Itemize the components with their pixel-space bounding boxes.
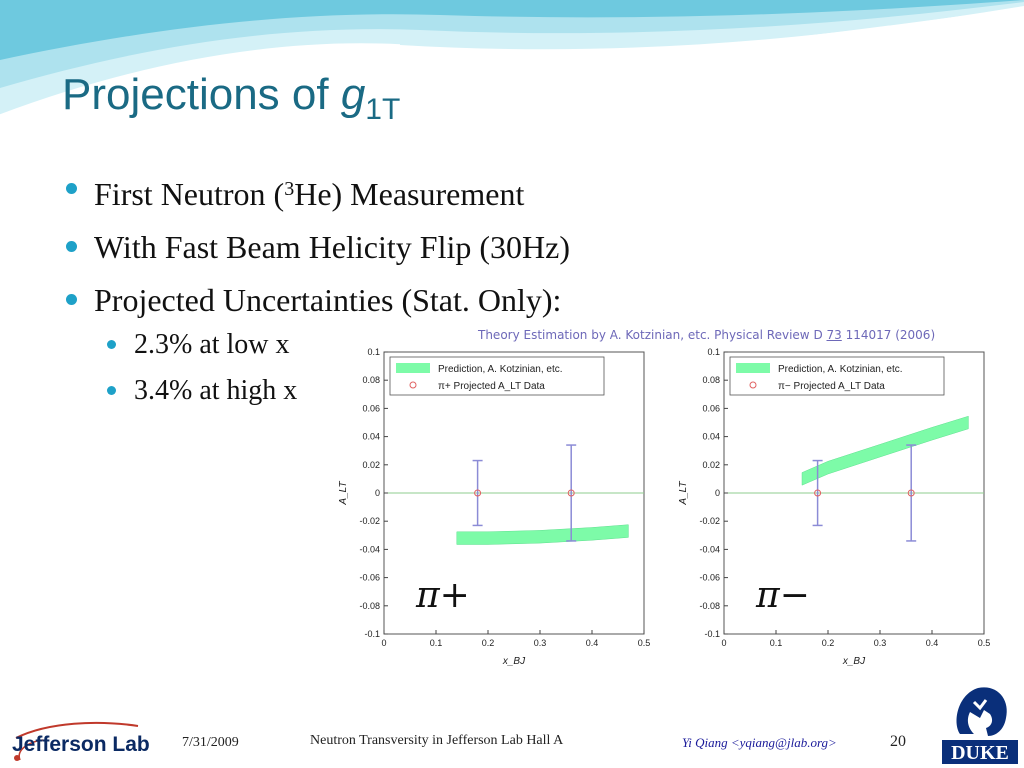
data-point: [474, 489, 482, 497]
y-tick-label: -0.02: [699, 516, 720, 526]
bullet-text: First Neutron (: [94, 176, 285, 212]
reference-note: Theory Estimation by A. Kotzinian, etc. …: [478, 328, 935, 342]
sub-bullet-item: 3.4% at high x: [107, 368, 297, 414]
footer-title: Neutron Transversity in Jefferson Lab Ha…: [310, 733, 564, 748]
x-tick-label: 0.4: [926, 638, 939, 648]
x-tick-label: 0.3: [874, 638, 887, 648]
footer-date: 7/31/2009: [182, 735, 239, 750]
y-tick-label: 0.06: [362, 403, 380, 413]
data-point: [814, 489, 822, 497]
pion-label: π−: [755, 575, 810, 616]
y-tick-label: 0: [375, 488, 380, 498]
pion-label: π+: [415, 575, 470, 616]
x-tick-label: 0.1: [770, 638, 783, 648]
bullet-superscript: 3: [284, 178, 295, 200]
y-tick-label: -0.08: [359, 601, 380, 611]
y-axis-label: A_LT: [338, 481, 349, 506]
x-tick-label: 0.5: [978, 638, 991, 648]
x-tick-label: 0.1: [430, 638, 443, 648]
legend-label: Prediction, A. Kotzinian, etc.: [778, 364, 903, 375]
slide-title: Projections of g1T: [62, 70, 400, 127]
prediction-band: [801, 415, 969, 486]
y-tick-label: -0.02: [359, 516, 380, 526]
y-tick-label: 0.04: [362, 432, 380, 442]
y-tick-label: -0.04: [359, 544, 380, 554]
x-tick-label: 0.5: [638, 638, 651, 648]
x-tick-label: 0: [721, 638, 726, 648]
reference-text: 114017 (2006): [841, 328, 936, 342]
sub-bullet-item: 2.3% at low x: [107, 322, 297, 368]
jlab-logo-text: Jefferson Lab: [12, 733, 150, 756]
x-tick-label: 0.3: [534, 638, 547, 648]
reference-volume: 73: [826, 328, 842, 342]
legend-swatch-point: [409, 381, 417, 389]
bullet-item: First Neutron (3He) Measurement: [66, 163, 570, 221]
prediction-band: [456, 524, 629, 545]
x-tick-label: 0.2: [482, 638, 495, 648]
y-tick-label: -0.08: [699, 601, 720, 611]
legend-label: π− Projected A_LT Data: [778, 381, 885, 392]
legend-swatch-band: [736, 363, 770, 373]
bullet-item: Projected Uncertainties (Stat. Only):: [66, 274, 570, 327]
reference-text: Theory Estimation by A. Kotzinian, etc. …: [478, 328, 827, 342]
x-tick-label: 0.2: [822, 638, 835, 648]
y-axis-label: A_LT: [678, 481, 689, 506]
y-tick-label: -0.04: [699, 544, 720, 554]
jefferson-lab-logo: Jefferson Lab: [12, 721, 150, 761]
bullet-item: With Fast Beam Helicity Flip (30Hz): [66, 221, 570, 274]
duke-logo-text: DUKE: [951, 742, 1009, 764]
y-tick-label: 0.02: [702, 460, 720, 470]
legend-swatch-band: [396, 363, 430, 373]
y-tick-label: 0: [715, 488, 720, 498]
x-tick-label: 0.4: [586, 638, 599, 648]
y-tick-label: 0.04: [702, 432, 720, 442]
x-axis-label: x_BJ: [502, 656, 526, 667]
y-tick-label: 0.1: [367, 347, 380, 357]
pi-minus-chart: 0.1 0.08 0.06 0.04 0.02 0 -0.02 -0.04 -0.06 -0.08…: [678, 347, 991, 667]
y-tick-label: 0.08: [702, 375, 720, 385]
legend-label: π+ Projected A_LT Data: [438, 381, 545, 392]
page-number: 20: [890, 733, 906, 750]
y-tick-label: -0.1: [704, 629, 720, 639]
duke-logo: DUKE: [940, 682, 1020, 766]
y-tick-label: -0.1: [364, 629, 380, 639]
y-tick-label: -0.06: [359, 573, 380, 583]
x-axis-label: x_BJ: [842, 656, 866, 667]
y-tick-label: 0.1: [707, 347, 720, 357]
y-tick-label: 0.08: [362, 375, 380, 385]
title-subscript: 1T: [365, 93, 401, 126]
legend-label: Prediction, A. Kotzinian, etc.: [438, 364, 563, 375]
title-symbol: g: [340, 70, 366, 119]
legend-swatch-point: [749, 381, 757, 389]
bullet-list: First Neutron (3He) Measurement With Fas…: [66, 163, 570, 327]
data-point: [567, 489, 575, 497]
pi-plus-chart: 0.1 0.08 0.06 0.04 0.02 0 -0.02 -0.04 -0.06 -0.08…: [338, 347, 651, 667]
y-tick-label: 0.06: [702, 403, 720, 413]
x-tick-label: 0: [381, 638, 386, 648]
title-text: Projections of: [62, 70, 341, 119]
data-point: [907, 489, 915, 497]
y-tick-label: 0.02: [362, 460, 380, 470]
footer-author: Yi Qiang <yqiang@jlab.org>: [682, 735, 837, 750]
sub-bullet-list: 2.3% at low x 3.4% at high x: [107, 322, 297, 414]
bullet-text: He) Measurement: [294, 176, 525, 212]
y-tick-label: -0.06: [699, 573, 720, 583]
